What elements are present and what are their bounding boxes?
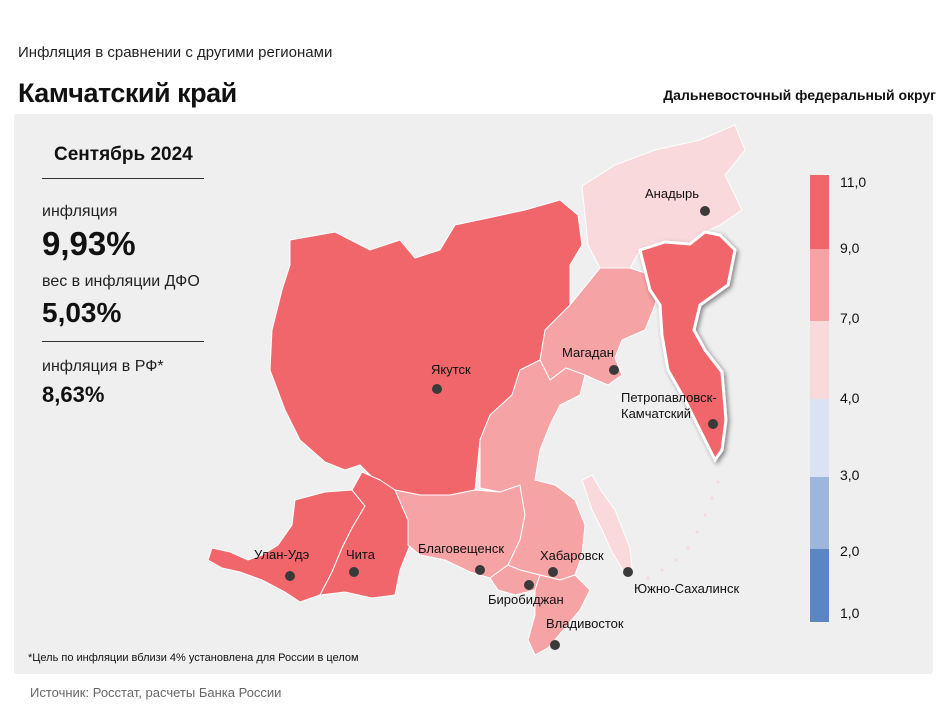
legend-tick: 4,0 [840, 390, 860, 406]
period-label: Сентябрь 2024 [54, 144, 193, 165]
weight-label: вес в инфляции ДФО [42, 273, 200, 290]
legend-tick: 3,0 [840, 467, 860, 483]
city-marker-anadyr [700, 206, 710, 216]
legend-tick: 11,0 [840, 174, 866, 190]
city-marker-petropavlovsk [708, 419, 718, 429]
legend-bin-2-3 [810, 477, 829, 549]
region-amur [394, 484, 526, 579]
region-khabarovsk [479, 359, 586, 581]
city-marker-khabarovsk [548, 567, 558, 577]
content-panel: Сентябрь 2024 инфляция 9,93% вес в инфля… [14, 114, 933, 674]
kuril-islands [646, 480, 720, 580]
city-label-vladivostok: Владивосток [546, 616, 624, 631]
region-kamchatka [638, 230, 737, 463]
city-marker-ulan-ude [285, 571, 295, 581]
legend-bin-7-9 [810, 249, 829, 321]
legend-tick: 1,0 [840, 605, 860, 621]
city-label-birobidzhan: Биробиджан [488, 592, 564, 607]
city-label-petropavlovsk-2: Камчатский [621, 406, 691, 421]
city-label-yakutsk: Якутск [431, 362, 471, 377]
divider [42, 178, 204, 179]
city-label-anadyr: Анадырь [645, 186, 699, 201]
region-sakhalin [581, 474, 633, 573]
rf-inflation-value: 8,63% [42, 382, 105, 407]
divider [42, 341, 204, 342]
city-marker-magadan [609, 365, 619, 375]
city-label-magadan: Магадан [562, 345, 614, 360]
city-label-khabarovsk: Хабаровск [540, 548, 604, 563]
city-label-chita: Чита [346, 547, 376, 562]
inflation-map: Анадырь Магадан Якутск Петропавловск- Ка… [207, 124, 866, 656]
legend-tick: 9,0 [840, 240, 860, 256]
city-marker-yakutsk [432, 384, 442, 394]
city-label-petropavlovsk: Петропавловск- [621, 390, 717, 405]
region-zabaykalsky [319, 471, 411, 599]
subtitle: Инфляция в сравнении с другими регионами [18, 44, 333, 61]
source-note: Источник: Росстат, расчеты Банка России [30, 685, 282, 700]
stats-block: Сентябрь 2024 инфляция 9,93% вес в инфля… [42, 144, 217, 408]
legend-bin-1-2 [810, 549, 829, 622]
page-title: Камчатский край [18, 78, 237, 108]
inflation-label: инфляция [42, 203, 118, 220]
color-legend: 11,0 9,0 7,0 4,0 3,0 2,0 1,0 [810, 174, 866, 622]
city-markers [285, 206, 718, 650]
legend-tick: 7,0 [840, 310, 860, 326]
inflation-value: 9,93% [42, 225, 136, 262]
city-marker-vladivostok [550, 640, 560, 650]
city-label-ulan-ude: Улан-Удэ [254, 547, 310, 562]
weight-value: 5,03% [42, 297, 122, 328]
legend-bin-9-11 [810, 175, 829, 249]
district-label: Дальневосточный федеральный округ [663, 87, 936, 103]
city-marker-chita [349, 567, 359, 577]
rf-inflation-label: инфляция в РФ* [42, 358, 164, 375]
legend-tick: 2,0 [840, 543, 860, 559]
city-label-yuzhno: Южно-Сахалинск [634, 581, 739, 596]
footnote: *Цель по инфляции вблизи 4% установлена … [28, 652, 359, 664]
city-marker-yuzhno [623, 567, 633, 577]
legend-bin-3-4 [810, 399, 829, 477]
city-label-blagoveshchensk: Благовещенск [418, 541, 504, 556]
city-marker-blagoveshchensk [475, 565, 485, 575]
legend-bin-4-7 [810, 321, 829, 399]
city-marker-birobidzhan [524, 580, 534, 590]
region-primorye [527, 574, 591, 656]
